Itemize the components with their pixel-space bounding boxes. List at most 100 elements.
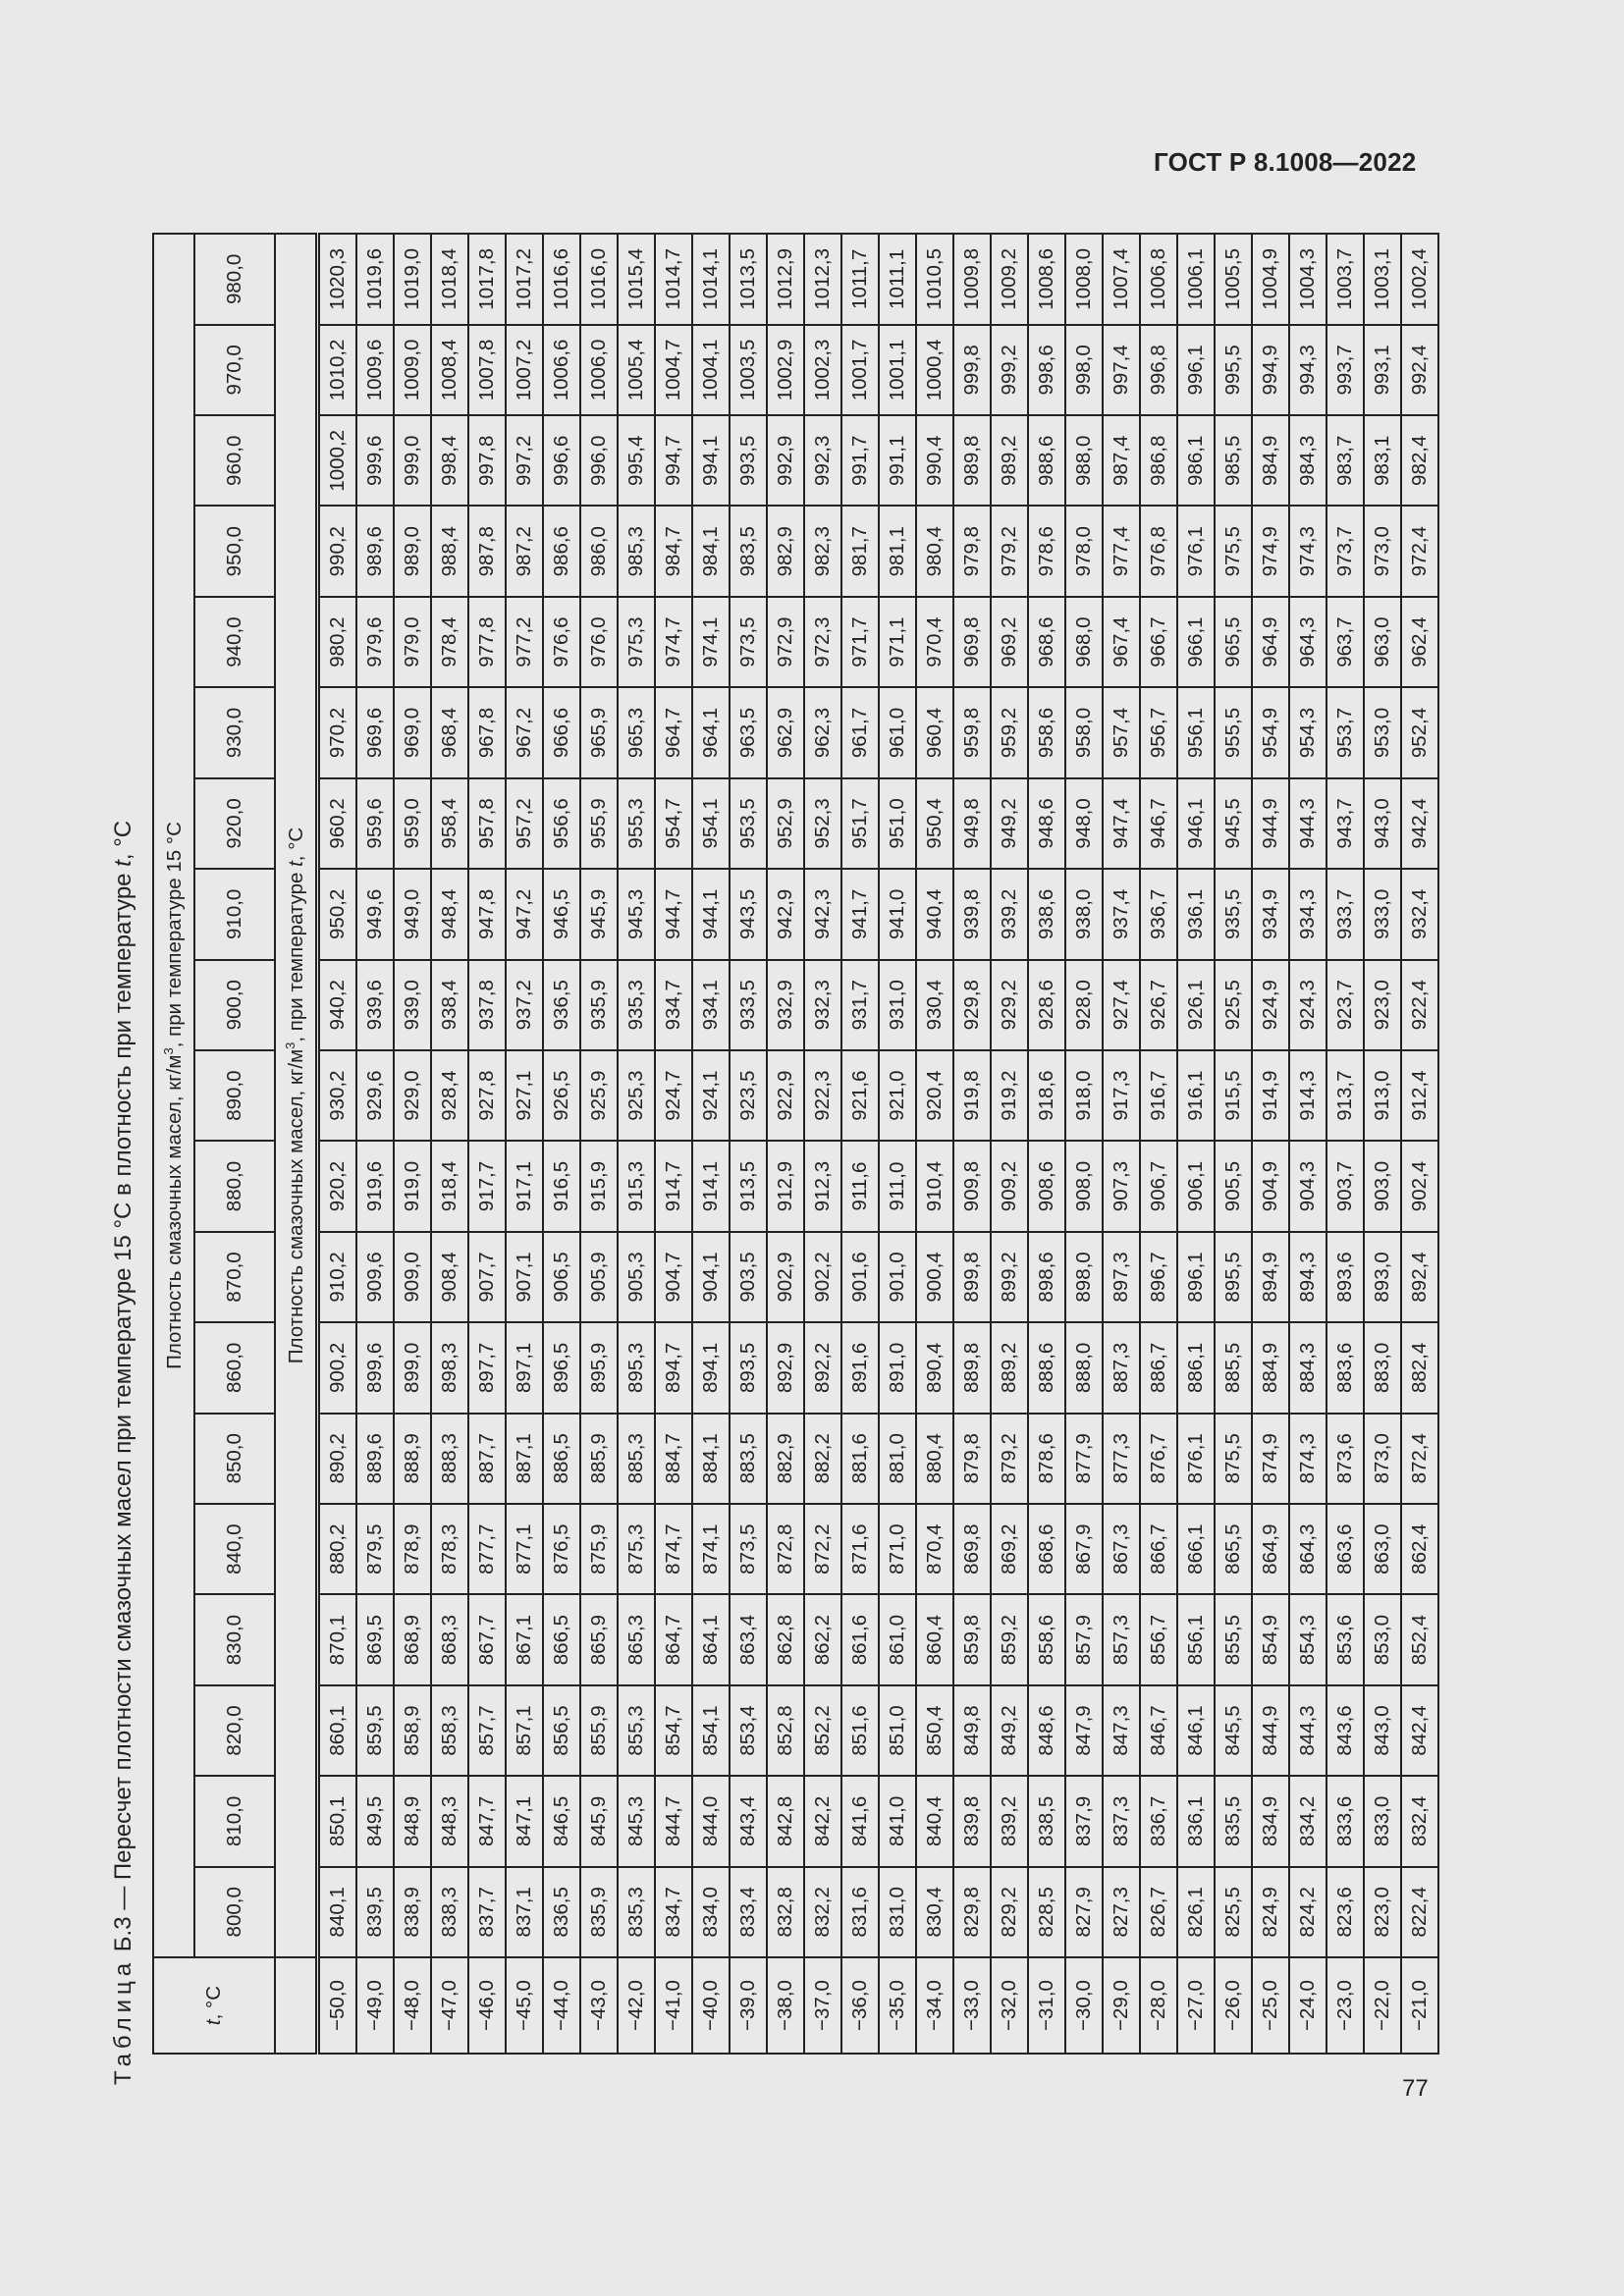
density-cell: 870,1 — [317, 1594, 356, 1685]
density-cell: 988,6 — [1028, 415, 1065, 507]
density-cell: 920,4 — [916, 1049, 953, 1142]
table-row: −40,0 834,0 844,0 854,1 864,1 874,1 884,1 894,1… — [692, 234, 730, 2054]
density-cell: 875,3 — [618, 1503, 655, 1595]
density-cell: 941,0 — [879, 869, 916, 960]
density-cell: 963,7 — [1326, 596, 1364, 688]
density-cell: 859,8 — [953, 1594, 991, 1685]
density-cell: 934,3 — [1289, 869, 1326, 960]
density-cell: 822,4 — [1401, 1866, 1438, 1957]
density-cell: 880,2 — [317, 1503, 356, 1595]
density-cell: 991,1 — [879, 415, 916, 507]
group-header-tail: , при температуре 15 °С — [163, 822, 186, 1048]
density-cell: 973,7 — [1326, 506, 1364, 597]
table-row: −29,0 827,3 837,3 847,3 857,3 867,3 877,3 887,3… — [1103, 234, 1140, 2054]
density-cell: 913,5 — [730, 1141, 767, 1232]
density-cell: 989,6 — [356, 506, 394, 597]
density-cell: 894,9 — [1252, 1231, 1289, 1323]
density-cell: 860,1 — [317, 1684, 356, 1777]
density-cell: 990,2 — [317, 506, 356, 597]
density-cell: 975,3 — [618, 596, 655, 688]
density-cell: 966,6 — [543, 687, 580, 778]
density-cell: 998,6 — [1028, 324, 1065, 416]
density-cell: 867,9 — [1065, 1503, 1103, 1595]
density-cell: 845,3 — [618, 1776, 655, 1867]
density-cell: 972,3 — [804, 596, 841, 688]
density-cell: 995,5 — [1215, 324, 1252, 416]
density-cell: 916,1 — [1177, 1049, 1215, 1142]
density-cell: 856,5 — [543, 1684, 580, 1777]
density-cell: 993,1 — [1364, 324, 1401, 416]
density-cell: 893,5 — [730, 1322, 767, 1414]
density-cell: 970,4 — [916, 596, 953, 688]
density-cell: 986,8 — [1140, 415, 1177, 507]
density-cell: 909,2 — [991, 1141, 1028, 1232]
temperature-cell: −42,0 — [618, 1957, 655, 2054]
density-cell: 879,5 — [356, 1503, 394, 1595]
density-cell: 856,1 — [1177, 1594, 1215, 1685]
density-cell: 853,4 — [730, 1684, 767, 1777]
density-cell: 901,6 — [841, 1231, 879, 1323]
table-row: −27,0 826,1 836,1 846,1 856,1 866,1 876,1 886,1… — [1177, 234, 1215, 2054]
density-cell: 907,1 — [506, 1231, 543, 1323]
temperature-cell: −47,0 — [431, 1957, 468, 2054]
temperature-cell: −25,0 — [1252, 1957, 1289, 2054]
density-cell: 950,4 — [916, 777, 953, 870]
density-cell: 986,6 — [543, 506, 580, 597]
density-cell: 1017,8 — [468, 234, 506, 325]
density-cell: 930,4 — [916, 959, 953, 1050]
density-cell: 965,3 — [618, 687, 655, 778]
density-cell: 967,4 — [1103, 596, 1140, 688]
density-cell: 915,3 — [618, 1141, 655, 1232]
density-cell: 959,2 — [991, 687, 1028, 778]
density-cell: 977,8 — [468, 596, 506, 688]
density-cell: 959,6 — [356, 777, 394, 870]
density-cell: 921,0 — [879, 1049, 916, 1142]
density-cell: 847,1 — [506, 1776, 543, 1867]
density-cell: 829,2 — [991, 1866, 1028, 1957]
density-cell: 933,0 — [1364, 869, 1401, 960]
density-cell: 840,1 — [317, 1866, 356, 1957]
density-cell: 957,4 — [1103, 687, 1140, 778]
temperature-cell: −28,0 — [1140, 1957, 1177, 2054]
density-cell: 841,6 — [841, 1776, 879, 1867]
density-cell: 962,4 — [1401, 596, 1438, 688]
density-cell: 896,7 — [1140, 1231, 1177, 1323]
density-cell: 924,3 — [1289, 959, 1326, 1050]
density-cell: 921,6 — [841, 1049, 879, 1142]
density-cell: 938,4 — [431, 959, 468, 1050]
density-cell: 1003,1 — [1364, 234, 1401, 325]
column-header: 860,0 — [194, 1322, 275, 1414]
temperature-cell: −44,0 — [543, 1957, 580, 2054]
column-header: 910,0 — [194, 869, 275, 960]
density-cell: 890,2 — [317, 1413, 356, 1504]
density-cell: 833,6 — [1326, 1776, 1364, 1867]
density-cell: 967,8 — [468, 687, 506, 778]
density-cell: 955,9 — [580, 777, 618, 870]
density-cell: 859,5 — [356, 1684, 394, 1777]
sub-header-mid: , при температуре — [285, 866, 307, 1042]
density-cell: 836,7 — [1140, 1776, 1177, 1867]
table-row: −36,0 831,6 841,6 851,6 861,6 871,6 881,6 891,6… — [841, 234, 879, 2054]
density-cell: 854,9 — [1252, 1594, 1289, 1685]
density-cell: 968,4 — [431, 687, 468, 778]
density-cell: 864,7 — [655, 1594, 692, 1685]
density-cell: 932,9 — [767, 959, 804, 1050]
density-cell: 1010,5 — [916, 234, 953, 325]
density-cell: 857,9 — [1065, 1594, 1103, 1685]
density-cell: 866,7 — [1140, 1503, 1177, 1595]
density-cell: 939,0 — [394, 959, 431, 1050]
density-cell: 909,8 — [953, 1141, 991, 1232]
table-row: −33,0 829,8 839,8 849,8 859,8 869,8 879,8 889,8… — [953, 234, 991, 2054]
density-cell: 932,3 — [804, 959, 841, 1050]
density-cell: 1018,4 — [431, 234, 468, 325]
caption-unit: , °С — [110, 820, 136, 861]
density-cell: 892,2 — [804, 1322, 841, 1414]
density-cell: 858,6 — [1028, 1594, 1065, 1685]
density-cell: 864,9 — [1252, 1503, 1289, 1595]
density-cell: 867,7 — [468, 1594, 506, 1685]
density-cell: 863,4 — [730, 1594, 767, 1685]
table-row: −42,0 835,3 845,3 855,3 865,3 875,3 885,3 895,3… — [618, 234, 655, 2054]
density-cell: 913,0 — [1364, 1049, 1401, 1142]
sub-header-t: Плотность смазочных масел, кг/м3, при те… — [275, 234, 318, 1957]
density-cell: 953,5 — [730, 777, 767, 870]
